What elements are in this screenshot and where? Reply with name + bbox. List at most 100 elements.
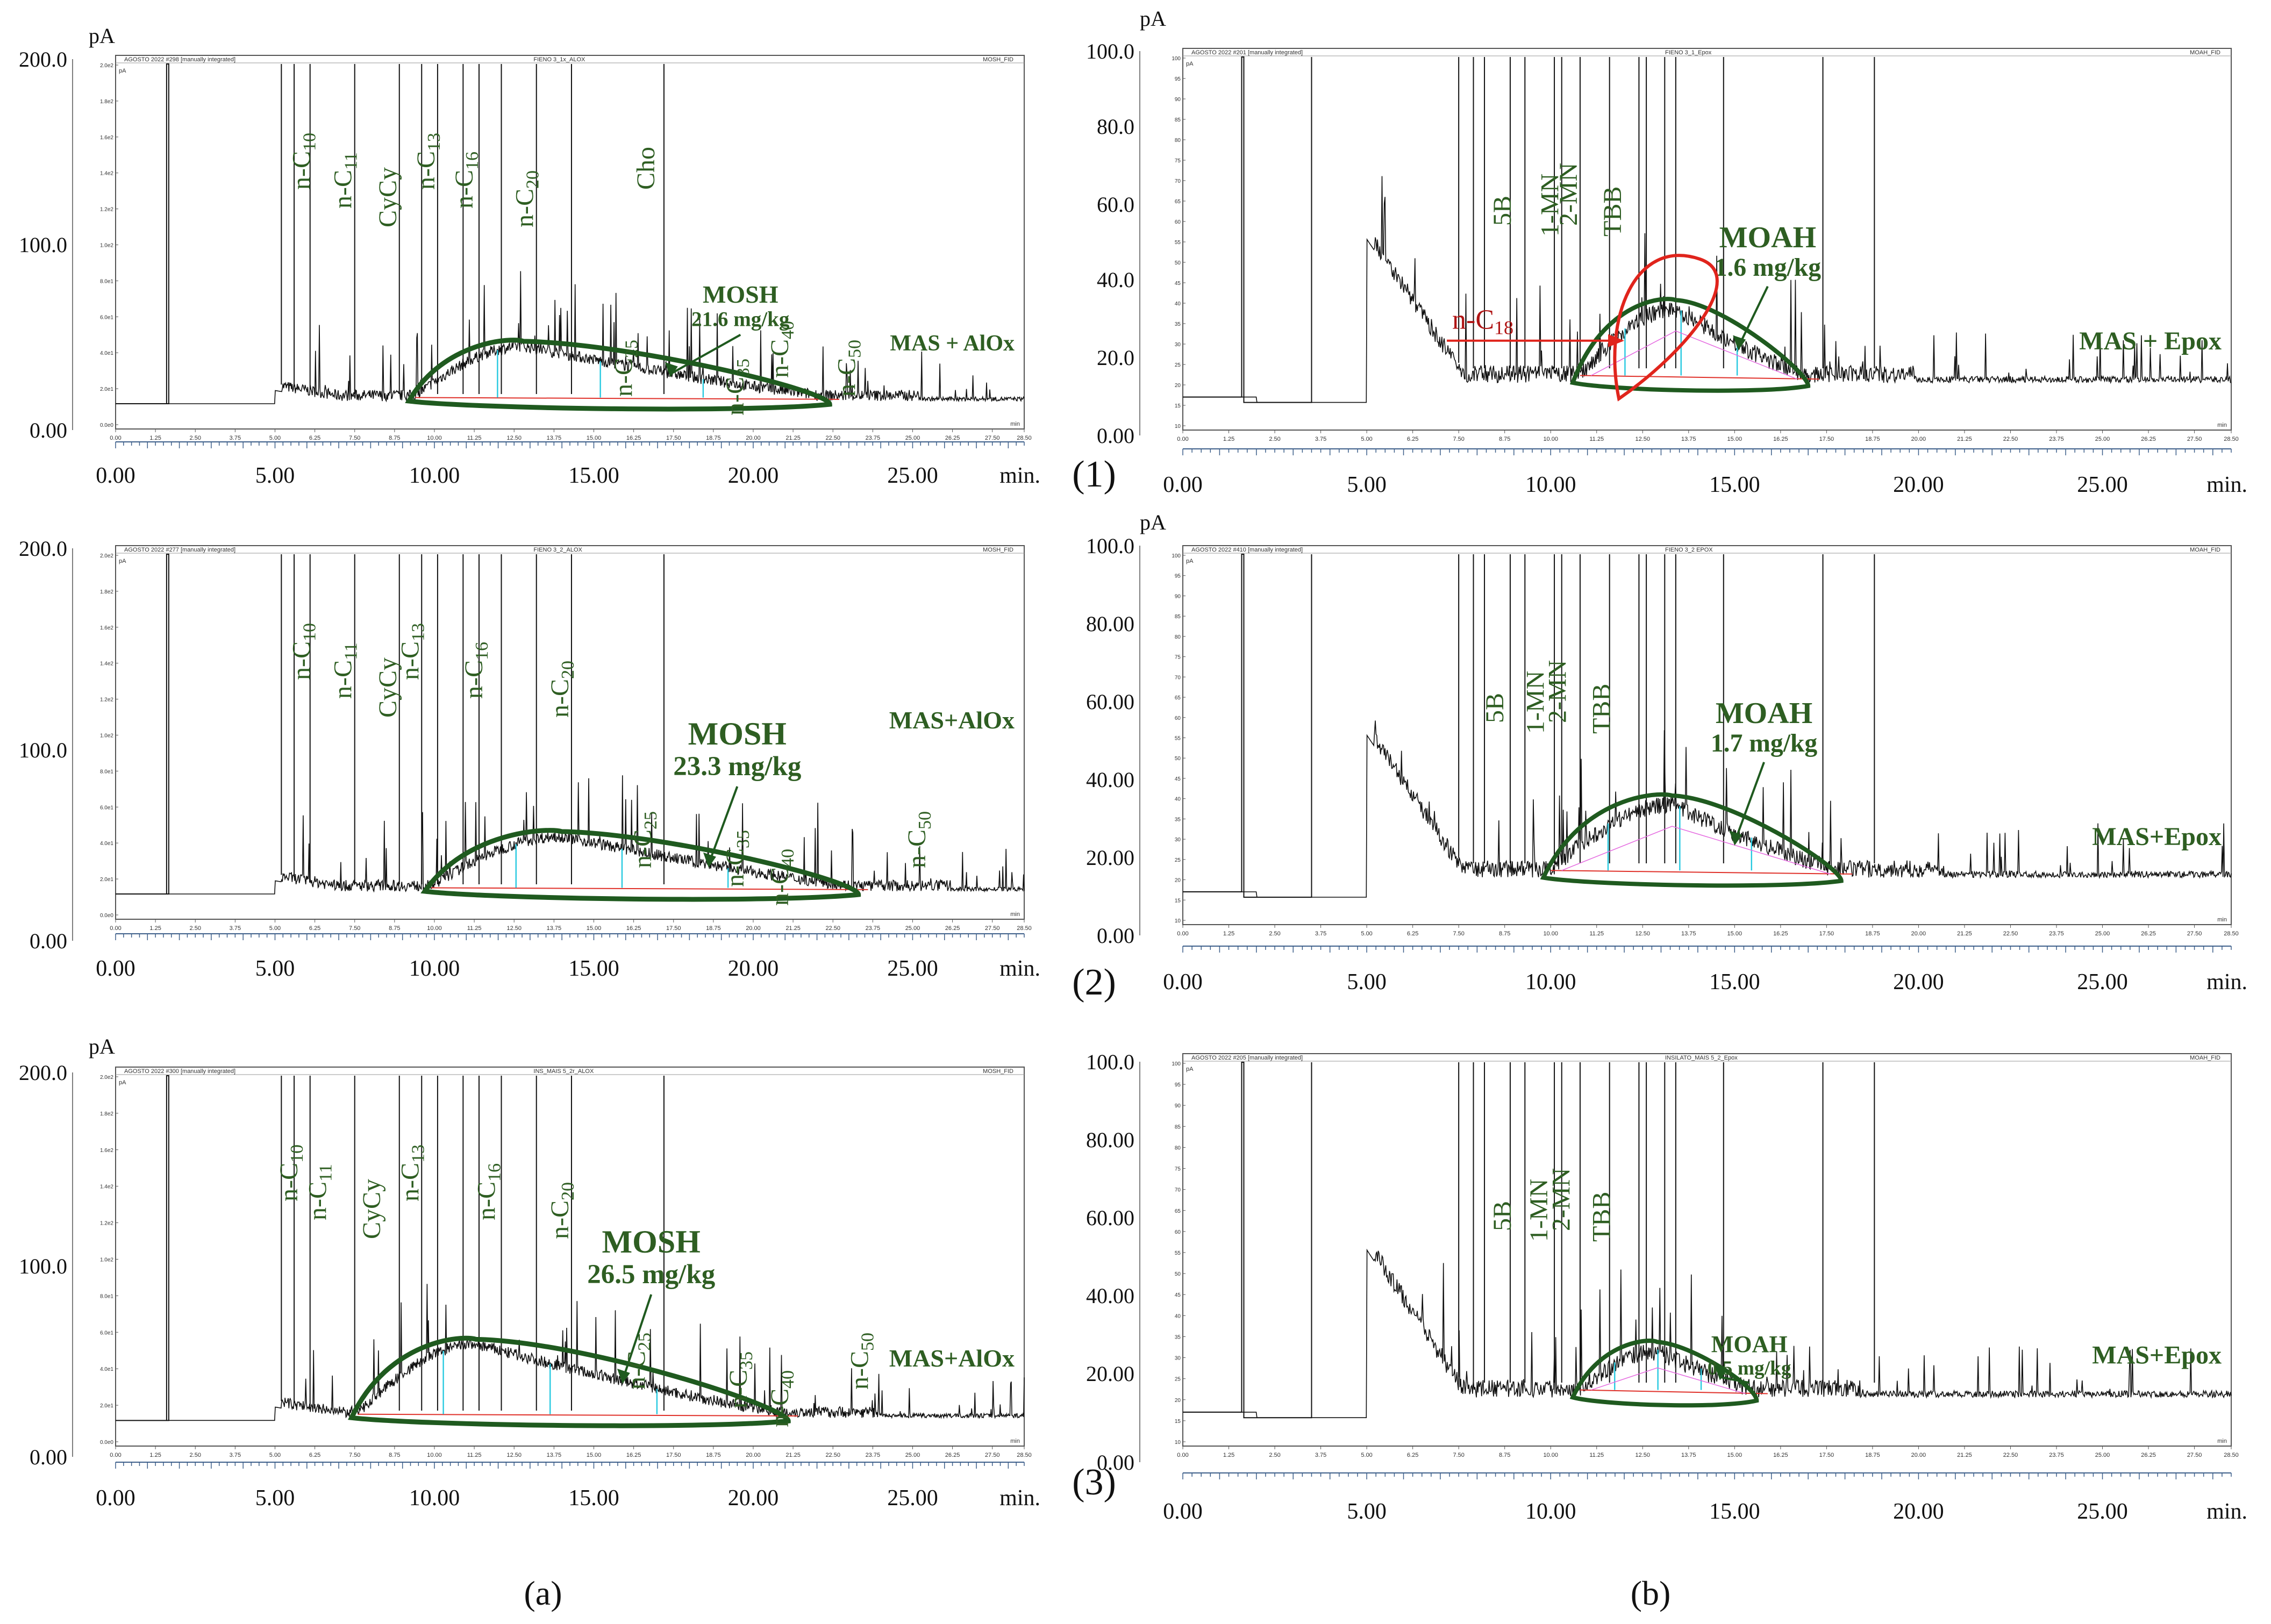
peak-label-main: n-C (721, 848, 749, 887)
x-tick-small: 8.75 (1499, 1452, 1510, 1458)
y-tick-small: 40 (1175, 797, 1181, 803)
x-tick-label: 20.00 (1893, 1499, 1944, 1524)
x-tick-small: 22.50 (2003, 436, 2018, 442)
x-tick-small: 20.00 (1911, 931, 1926, 937)
integration-baseline (358, 1413, 798, 1417)
peak-label-main: CyCy (374, 167, 402, 227)
header-center: FIENO 3_1x_ALOX (533, 56, 585, 63)
peak-label: TBB (1598, 187, 1627, 237)
x-tick-label: 5.00 (255, 956, 295, 981)
y-tick-small: 60 (1175, 716, 1181, 721)
peak-label-subscript: 13 (424, 133, 444, 151)
peak-label-subscript: 50 (858, 1333, 877, 1351)
x-tick-label: 5.00 (1347, 970, 1387, 995)
y-tick-small: 25 (1175, 857, 1181, 863)
panel-a1: AGOSTO 2022 #298 [manually integrated] FI… (19, 24, 1040, 488)
peak-label-main: n-C (329, 660, 358, 699)
peak-label-main: n-C (845, 1351, 874, 1390)
x-tick-small: 3.75 (230, 925, 241, 932)
y-unit-small: pA (119, 558, 126, 564)
y-tick-label: 0.00 (30, 929, 67, 953)
y-tick-small: 85 (1175, 117, 1181, 123)
y-tick-small: 1.6e2 (100, 135, 113, 141)
marker-outline (1613, 254, 1719, 402)
peak-label: n-C16 (450, 152, 482, 209)
injection-signal (1183, 56, 1312, 403)
hump-name: MOSH (703, 281, 779, 308)
x-tick-small: 25.00 (905, 1452, 920, 1458)
y-tick-small: 50 (1175, 1271, 1181, 1277)
x-tick-small: 15.00 (587, 925, 602, 932)
integration-envelope (1591, 330, 1797, 380)
peak-label: 5B (1488, 1201, 1517, 1231)
peak-label-subscript: 40 (778, 849, 798, 867)
x-tick-small: 1.25 (1223, 931, 1234, 937)
y-tick-label: 80.00 (1086, 612, 1134, 636)
peak-label-main: n-C (275, 1163, 303, 1201)
x-tick-label: 5.00 (255, 463, 295, 488)
x-tick-label: 20.00 (728, 1486, 779, 1511)
peak-label: n-C40 (766, 321, 798, 378)
y-tick-small: 1.2e2 (100, 207, 113, 213)
x-tick-small: 11.25 (467, 1452, 482, 1458)
y-tick-small: 40 (1175, 301, 1181, 307)
peak-label: n-C35 (721, 830, 753, 887)
peak-label-main: CyCy (358, 1179, 386, 1239)
x-tick-label: 0.00 (96, 956, 135, 981)
x-unit-small: min (2217, 422, 2227, 428)
peak-label: 1-MN (1536, 174, 1565, 237)
y-tick-small: 60 (1175, 1229, 1181, 1235)
hump-arrow-head (617, 1369, 630, 1384)
y-tick-small: 1.4e2 (100, 171, 113, 177)
y-tick-small: 6.0e1 (100, 314, 113, 320)
peak-label-main: n-C (450, 170, 479, 209)
peak-label: CyCy (358, 1179, 386, 1239)
x-tick-small: 22.50 (2003, 1452, 2018, 1458)
x-tick-small: 15.00 (1727, 1452, 1742, 1458)
peak-label-main: n-C (396, 641, 424, 680)
peak-label: 1-MN (1525, 1179, 1553, 1242)
x-tick-small: 11.25 (1589, 436, 1604, 442)
hump-amount: 23.3 mg/kg (673, 752, 801, 782)
hump-arrow-head (1729, 830, 1742, 846)
x-tick-small: 27.50 (985, 925, 1000, 932)
x-tick-label: 0.00 (96, 1486, 135, 1511)
hump-name: MOSH (688, 716, 787, 752)
peak-label-main: n-C (473, 1182, 501, 1220)
x-tick-small: 12.50 (1635, 1452, 1650, 1458)
header-left: AGOSTO 2022 #300 [manually integrated] (124, 1068, 235, 1075)
injection-signal (116, 63, 169, 404)
peak-label: n-C11 (329, 642, 361, 699)
x-tick-small: 22.50 (825, 925, 840, 932)
peak-label-subscript: 35 (733, 359, 753, 377)
x-tick-small: 7.50 (349, 435, 360, 441)
hump-outline (420, 828, 861, 902)
header-right: MOAH_FID (2190, 1055, 2220, 1061)
hump-outline (1569, 1339, 1759, 1408)
x-unit-small: min (2217, 1438, 2227, 1444)
x-tick-small: 10.00 (1543, 1452, 1558, 1458)
y-tick-small: 1.0e2 (100, 1257, 113, 1263)
peak-label-subscript: 10 (287, 1144, 307, 1163)
x-tick-small: 28.50 (2224, 436, 2239, 442)
x-tick-small: 6.25 (1407, 436, 1418, 442)
y-tick-small: 1.6e2 (100, 1148, 113, 1154)
y-tick-small: 10 (1175, 424, 1181, 430)
y-tick-small: 90 (1175, 1103, 1181, 1109)
y-tick-small: 55 (1175, 1250, 1181, 1256)
y-tick-label: 20.00 (1086, 846, 1134, 870)
x-tick-small: 2.50 (190, 925, 201, 932)
y-tick-small: 2.0e1 (100, 1403, 113, 1409)
hump-amount: 1.7 mg/kg (1711, 729, 1818, 757)
peak-label: n-C13 (412, 133, 444, 190)
x-tick-small: 2.50 (1269, 1452, 1280, 1458)
peak-label-main: 2-MN (1543, 660, 1572, 723)
x-tick-small: 20.00 (746, 925, 761, 932)
x-tick-small: 22.50 (2003, 931, 2018, 937)
hump-name: MOAH (1716, 697, 1812, 730)
peak-label: n-C10 (288, 623, 320, 680)
y-tick-small: 80 (1175, 1145, 1181, 1151)
x-tick-label: 25.00 (2077, 1499, 2128, 1524)
x-tick-small: 6.25 (309, 435, 320, 441)
